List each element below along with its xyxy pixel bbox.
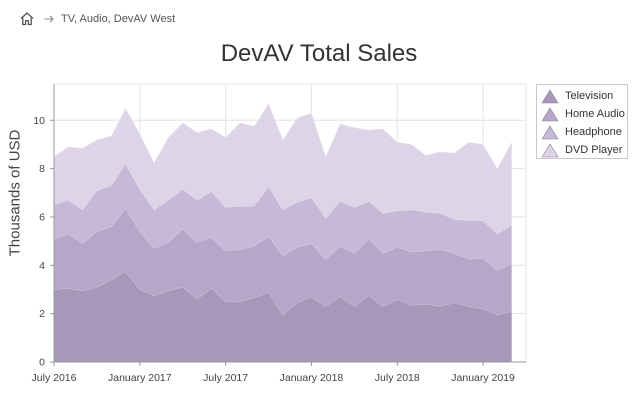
x-tick-label: July 2017 <box>203 372 248 384</box>
y-tick-label: 0 <box>39 357 45 369</box>
x-tick-label: January 2019 <box>451 372 515 384</box>
legend-swatch-icon <box>541 124 559 140</box>
legend-swatch-icon <box>541 142 559 158</box>
legend-label: Home Audio <box>565 108 625 120</box>
x-tick-label: July 2016 <box>32 372 77 384</box>
y-tick-label: 10 <box>33 115 45 127</box>
breadcrumb-path[interactable]: TV, Audio, DevAV West <box>61 13 176 25</box>
chart-title: DevAV Total Sales <box>220 40 418 67</box>
legend-swatch-icon <box>541 88 559 104</box>
series-area-home-audio <box>54 208 512 315</box>
x-tick-label: January 2018 <box>280 372 344 384</box>
y-tick-label: 8 <box>39 163 45 175</box>
axes: 0 2 4 6 8 10 July 2016 January 2017 July 2017 Jan… <box>32 84 526 384</box>
home-icon[interactable] <box>19 11 35 27</box>
legend: Television Home Audio Headphone DVD Player <box>536 84 628 159</box>
legend-item-headphone[interactable]: Headphone <box>537 123 627 141</box>
breadcrumb: TV, Audio, DevAV West <box>19 10 175 28</box>
legend-item-home-audio[interactable]: Home Audio <box>537 105 627 123</box>
x-tick-label: January 2017 <box>108 372 172 384</box>
series-areas <box>53 102 513 362</box>
legend-label: DVD Player <box>565 144 623 156</box>
series-area-dvd-player <box>54 103 512 234</box>
legend-swatch-icon <box>541 106 559 122</box>
x-tick-label: July 2018 <box>375 372 420 384</box>
series-line-dvd-player <box>53 102 513 170</box>
legend-label: Television <box>565 90 614 102</box>
legend-item-dvd-player[interactable]: DVD Player <box>537 141 627 159</box>
y-tick-label: 4 <box>39 260 45 272</box>
y-tick-label: 2 <box>39 308 45 320</box>
series-area-headphone <box>54 163 512 271</box>
legend-label: Headphone <box>565 126 622 138</box>
series-area-television <box>54 271 512 362</box>
legend-item-television[interactable]: Television <box>537 87 627 105</box>
y-tick-label: 6 <box>39 211 45 223</box>
arrow-right-icon <box>43 13 55 25</box>
